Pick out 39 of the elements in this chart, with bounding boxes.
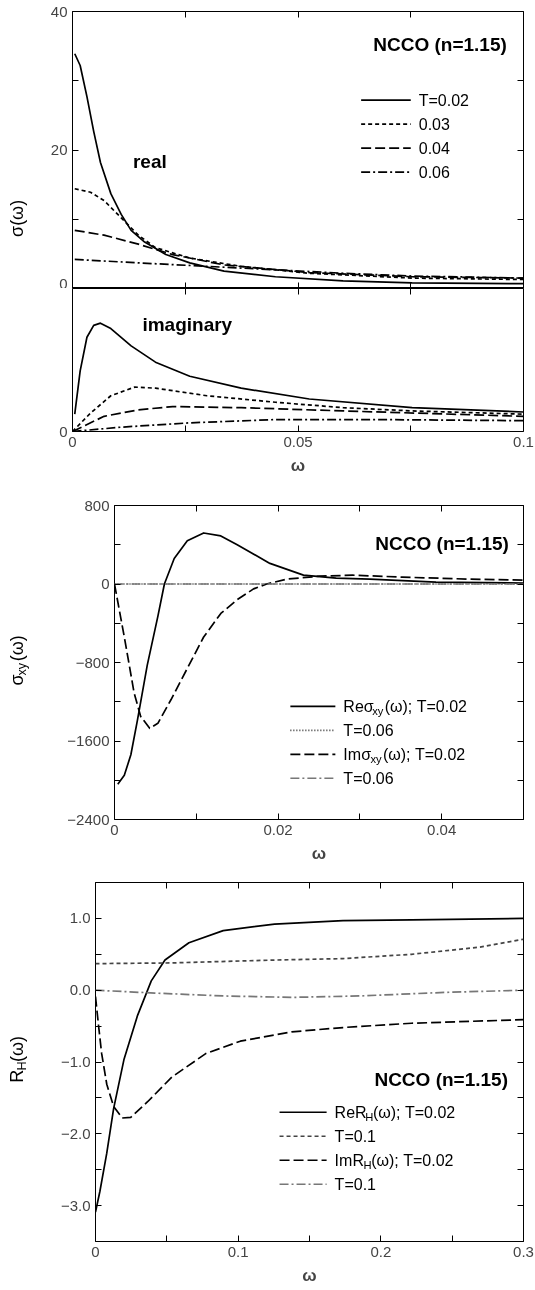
x-tick-label: 0.1 <box>513 432 534 450</box>
annotation: imaginary <box>142 313 233 335</box>
y-tick-label: 0 <box>59 274 68 292</box>
y-axis-title: RH(ω) <box>7 1035 30 1083</box>
annotation: real <box>132 150 167 172</box>
y-tick-label: −1.0 <box>60 1053 91 1070</box>
x-tick-label: 0.2 <box>370 1242 392 1260</box>
legend-label: T=0.06 <box>343 721 394 739</box>
legend-label: T=0.1 <box>334 1127 377 1145</box>
legend-label: T=0.02 <box>418 91 470 109</box>
y-tick-label: 0.0 <box>69 981 91 999</box>
y-tick-label: −1600 <box>67 732 110 749</box>
y-tick-label: 20 <box>50 141 68 158</box>
y-tick-label: −2.0 <box>60 1124 91 1142</box>
x-tick-label: 0.05 <box>283 432 313 450</box>
y-tick-label: 40 <box>50 2 68 20</box>
x-axis-title: ω <box>311 843 327 863</box>
x-tick-label: 0.3 <box>513 1242 534 1260</box>
y-axis-title: σxy(ω) <box>7 635 30 686</box>
y-tick-label: 0 <box>101 575 110 592</box>
legend-label: 0.03 <box>418 116 450 134</box>
text: NCCO (n=1.15) <box>373 34 507 56</box>
legend-label: T=0.1 <box>334 1175 377 1193</box>
text: NCCO (n=1.15) <box>374 1069 508 1091</box>
y-tick-label: −800 <box>75 653 110 671</box>
y-axis-title: σ(ω) <box>7 199 27 237</box>
legend-label: 0.06 <box>418 164 450 182</box>
legend-label: 0.04 <box>418 140 450 158</box>
legend-label: T=0.06 <box>343 769 394 787</box>
x-axis-title: ω <box>290 455 306 475</box>
y-tick-label: −2400 <box>67 810 110 828</box>
y-tick-label: −3.0 <box>60 1196 91 1214</box>
text: NCCO (n=1.15) <box>375 532 509 554</box>
y-tick-label: 1.0 <box>69 909 91 927</box>
x-tick-label: 0.1 <box>227 1242 249 1260</box>
x-axis-title: ω <box>302 1265 317 1285</box>
y-tick-label: 800 <box>84 496 110 514</box>
x-tick-label: 0.04 <box>427 820 457 838</box>
x-tick-label: 0.02 <box>263 820 293 838</box>
